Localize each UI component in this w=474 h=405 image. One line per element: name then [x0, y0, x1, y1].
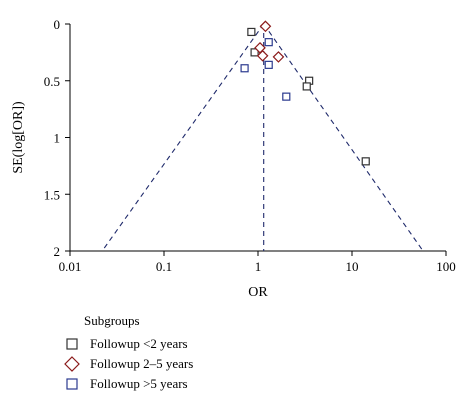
- y-tick-label: 0.5: [44, 74, 60, 89]
- square-marker-icon: [62, 337, 82, 351]
- x-tick-label: 0.01: [59, 259, 82, 274]
- axes: 0.01 0.1 1 10 100 0 0.5 1 1.5 2: [44, 17, 456, 274]
- x-tick-label: 100: [436, 259, 456, 274]
- legend-label: Followup >5 years: [90, 376, 188, 391]
- x-tick-label: 0.1: [156, 259, 172, 274]
- diamond-marker-icon: [62, 356, 82, 372]
- data-point-square: [250, 48, 259, 57]
- funnel-left-line: [101, 23, 265, 252]
- legend-item-followup-2-5: Followup 2–5 years: [62, 354, 193, 374]
- data-point-square: [282, 92, 291, 101]
- legend-label: Followup <2 years: [90, 336, 188, 351]
- legend-item-followup-lt-2: Followup <2 years: [62, 334, 193, 354]
- funnel-plot: 0.01 0.1 1 10 100 0 0.5 1 1.5 2 OR SE(log[OR]): [11, 17, 456, 300]
- data-point-square: [361, 157, 370, 166]
- data-point-square: [302, 82, 311, 91]
- square-marker-icon: [62, 377, 82, 391]
- data-point-square: [240, 64, 249, 73]
- legend-label: Followup 2–5 years: [90, 356, 194, 371]
- data-point-diamond: [256, 49, 269, 62]
- funnel-right-line: [263, 23, 424, 252]
- x-tick-label: 1: [255, 259, 262, 274]
- data-point-diamond: [259, 20, 272, 33]
- y-axis-title: SE(log[OR]): [11, 101, 26, 174]
- x-tick-label: 10: [346, 259, 359, 274]
- data-points: [240, 20, 370, 166]
- legend-item-followup-gt-5: Followup >5 years: [62, 374, 193, 394]
- x-axis-title: OR: [248, 285, 268, 300]
- data-point-square: [264, 38, 273, 47]
- y-tick-label: 2: [54, 244, 61, 259]
- funnel-lines: [101, 23, 424, 252]
- data-point-diamond: [272, 51, 285, 63]
- y-tick-label: 1: [54, 131, 61, 146]
- data-point-square: [264, 60, 273, 69]
- legend: Subgroups Followup <2 years Followup 2–5…: [62, 312, 193, 394]
- legend-title: Subgroups: [84, 313, 140, 328]
- y-tick-label: 0: [54, 17, 61, 32]
- data-point-square: [247, 27, 256, 37]
- y-tick-label: 1.5: [44, 187, 60, 202]
